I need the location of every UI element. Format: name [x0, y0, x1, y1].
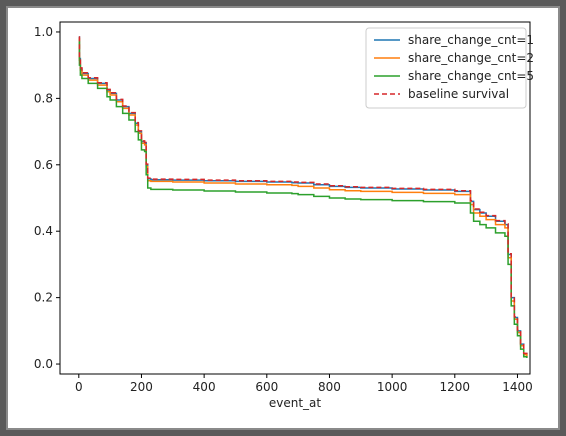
series-line-3 — [78, 36, 528, 356]
x-tick-label: 0 — [75, 380, 83, 394]
y-tick-label: 0.4 — [34, 224, 53, 238]
series-layer — [78, 36, 528, 359]
x-tick-label: 200 — [130, 380, 153, 394]
x-tick-label: 600 — [255, 380, 278, 394]
series-line-1 — [78, 37, 528, 357]
legend-label-3: baseline survival — [408, 87, 509, 101]
legend-box — [365, 27, 527, 109]
x-ticks: 0 200 400 600 800 1000 1200 1400 — [75, 374, 533, 394]
x-tick-label: 1400 — [502, 380, 533, 394]
y-ticks: 0.0 0.2 0.4 0.6 0.8 1.0 — [34, 25, 60, 371]
legend: share_change_cnt=1 share_change_cnt=2shar… — [365, 27, 534, 109]
x-tick-label: 800 — [318, 380, 341, 394]
x-tick-label: 1000 — [377, 380, 408, 394]
figure-frame: 0 200 400 600 800 1000 1200 1400 0.0 0.2 0.4 0.6 0.… — [6, 6, 560, 430]
x-axis-label: event_at — [269, 396, 322, 410]
y-tick-label: 0.0 — [34, 357, 53, 371]
survival-chart: 0 200 400 600 800 1000 1200 1400 0.00.20.40.60.… — [34, 21, 534, 410]
y-tick-label: 1.0 — [34, 25, 53, 39]
axes-layer — [59, 21, 531, 375]
legend-label-0: share_change_cnt=1 — [408, 33, 534, 47]
y-tick-label: 0.6 — [34, 158, 53, 172]
legend-label-2: share_change_cnt=5 — [408, 69, 534, 83]
y-tick-label: 0.8 — [34, 91, 53, 105]
x-tick-label: 400 — [193, 380, 216, 394]
axes-frame — [59, 21, 531, 375]
legend-label-1: share_change_cnt=2 — [408, 51, 534, 65]
x-tick-label: 1200 — [440, 380, 471, 394]
y-tick-label: 0.2 — [34, 291, 53, 305]
series-line-2 — [78, 41, 528, 359]
